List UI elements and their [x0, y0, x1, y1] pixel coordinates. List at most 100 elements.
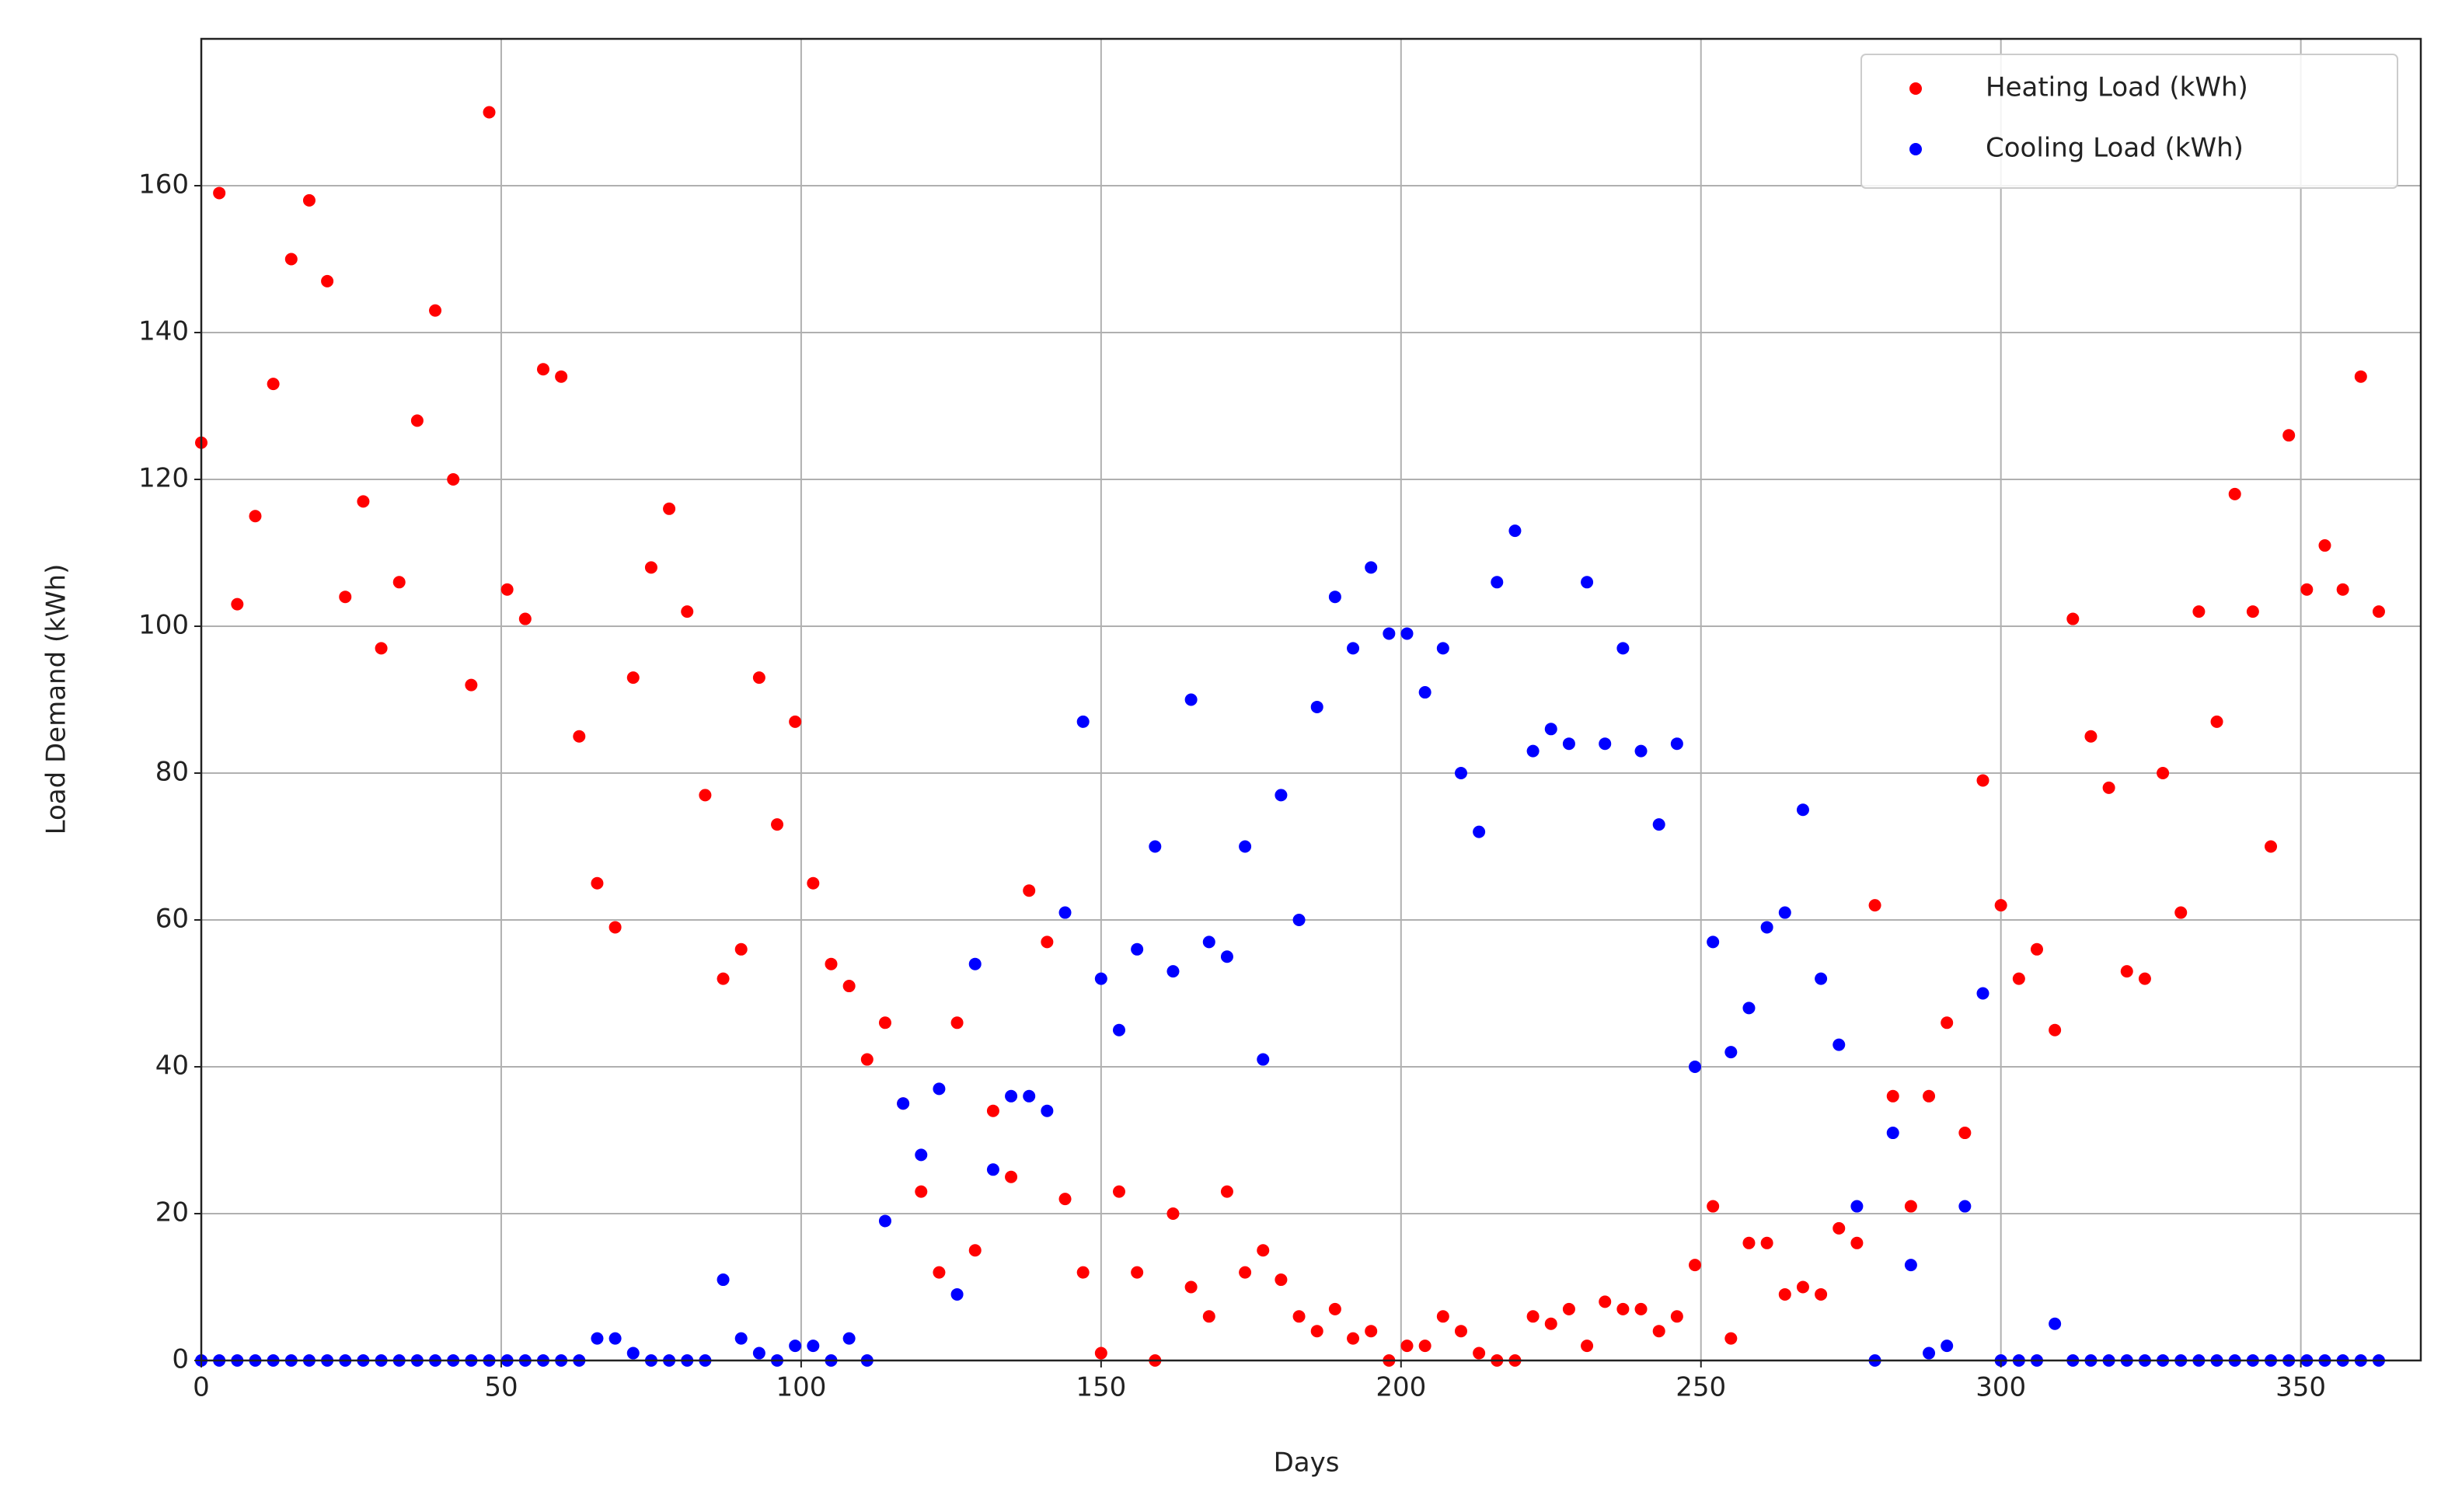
- point: [1400, 627, 1414, 640]
- point: [536, 363, 549, 376]
- point: [2030, 942, 2043, 956]
- point: [339, 591, 352, 604]
- point: [1383, 627, 1396, 640]
- y-tick-label: 0: [172, 1344, 189, 1375]
- point: [2084, 730, 2098, 743]
- point: [2210, 715, 2223, 728]
- point: [1292, 914, 1306, 926]
- y-tick-label: 60: [155, 904, 189, 935]
- point: [1941, 1016, 1954, 1029]
- point: [1076, 715, 1090, 728]
- x-tick-label: 300: [1975, 1372, 2026, 1403]
- point: [842, 980, 856, 993]
- point: [1923, 1089, 1936, 1103]
- point: [2354, 370, 2367, 383]
- y-tick-label: 120: [138, 463, 189, 494]
- point: [968, 1244, 982, 1257]
- point: [1112, 1023, 1125, 1036]
- point: [897, 1097, 910, 1110]
- point: [1526, 1310, 1540, 1323]
- point: [1473, 1347, 1486, 1360]
- point: [1760, 921, 1773, 934]
- point: [392, 576, 406, 589]
- point: [555, 370, 568, 383]
- y-tick-label: 100: [138, 610, 189, 641]
- point: [1742, 1236, 1756, 1249]
- point: [1958, 1127, 1972, 1140]
- point: [1328, 591, 1341, 604]
- point: [357, 495, 370, 508]
- point: [1491, 576, 1504, 589]
- point: [1202, 935, 1215, 949]
- point: [1742, 1002, 1756, 1015]
- point: [860, 1053, 874, 1066]
- point: [1976, 987, 1989, 1000]
- point: [1094, 972, 1107, 985]
- point: [1076, 1266, 1090, 1279]
- point: [1544, 1317, 1557, 1330]
- point: [789, 715, 802, 728]
- point: [1904, 1259, 1917, 1272]
- point: [1400, 1340, 1414, 1353]
- point: [1850, 1236, 1864, 1249]
- point: [950, 1287, 964, 1301]
- point: [1310, 1325, 1323, 1338]
- point: [284, 253, 298, 266]
- point: [1347, 642, 1360, 655]
- point: [2138, 972, 2151, 985]
- point: [1616, 642, 1630, 655]
- point: [1094, 1347, 1107, 1360]
- point: [644, 561, 657, 574]
- point: [1760, 1236, 1773, 1249]
- point: [1599, 1295, 1612, 1308]
- point: [1131, 1266, 1144, 1279]
- point: [465, 678, 478, 692]
- y-tick-label: 140: [138, 316, 189, 347]
- legend-box: [1860, 54, 2398, 189]
- point: [1904, 1200, 1917, 1213]
- point: [1652, 818, 1665, 831]
- point: [1544, 723, 1557, 736]
- point: [1365, 561, 1378, 574]
- point: [734, 942, 748, 956]
- point: [807, 1340, 820, 1353]
- point: [950, 1016, 964, 1029]
- point: [1707, 935, 1720, 949]
- point: [2318, 539, 2331, 552]
- point: [1292, 1310, 1306, 1323]
- point: [1833, 1221, 1846, 1235]
- point: [681, 605, 694, 618]
- point: [1112, 1185, 1125, 1198]
- point: [1652, 1325, 1665, 1338]
- point: [1184, 693, 1198, 706]
- point: [2372, 605, 2385, 618]
- point: [1724, 1332, 1738, 1345]
- point: [878, 1214, 891, 1228]
- point: [752, 1347, 765, 1360]
- point: [2120, 965, 2133, 978]
- point: [1634, 744, 1648, 758]
- point: [878, 1016, 891, 1029]
- point: [410, 414, 424, 427]
- point: [1418, 686, 1431, 699]
- legend-marker: [1909, 82, 1922, 95]
- point: [591, 876, 604, 890]
- point: [1454, 767, 1467, 779]
- point: [663, 502, 676, 515]
- point: [986, 1104, 999, 1117]
- point: [1436, 1310, 1449, 1323]
- x-axis-label: Days: [1274, 1448, 1340, 1479]
- point: [2336, 583, 2349, 596]
- point: [1005, 1089, 1018, 1103]
- point: [1796, 803, 1809, 817]
- point: [1689, 1061, 1702, 1073]
- y-tick-label: 40: [155, 1050, 189, 1082]
- point: [1166, 965, 1180, 978]
- point: [321, 274, 334, 287]
- point: [1454, 1325, 1467, 1338]
- grid-layer: [201, 39, 2421, 1361]
- point: [1815, 972, 1828, 985]
- point: [2066, 612, 2080, 625]
